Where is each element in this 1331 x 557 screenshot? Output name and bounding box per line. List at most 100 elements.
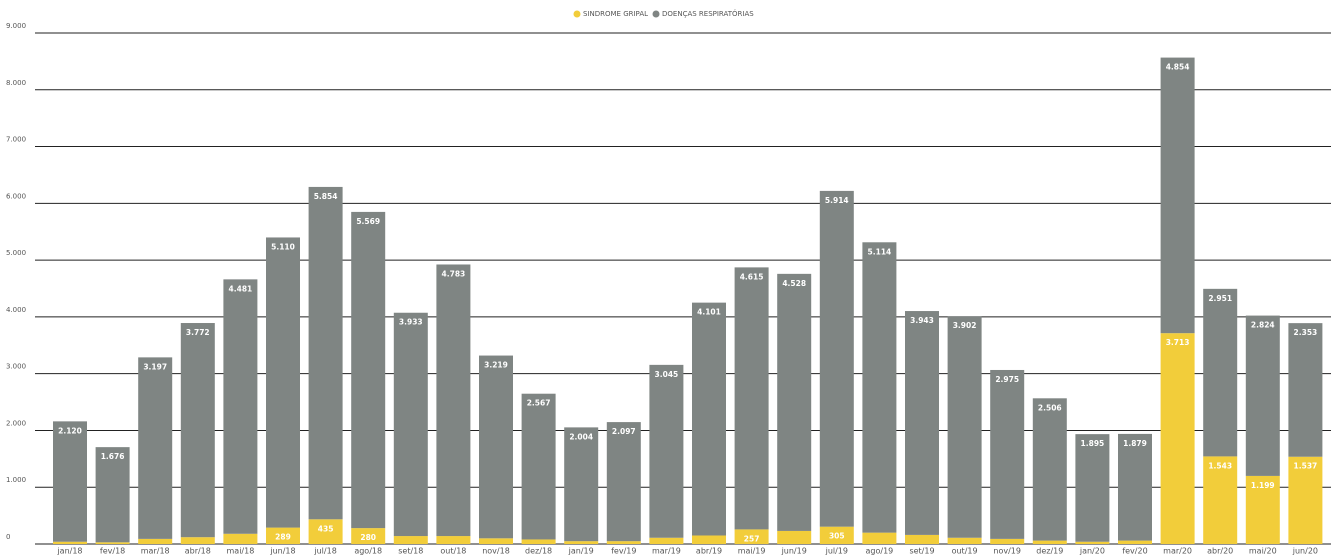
data-label: 289 — [275, 533, 291, 542]
data-label: 2.567 — [527, 399, 551, 408]
bar-segment — [223, 279, 258, 534]
x-tick-label: jun/20 — [1292, 547, 1318, 556]
data-label: 5.569 — [356, 217, 380, 226]
bar-segment — [308, 519, 343, 544]
bar-segment — [351, 211, 386, 529]
x-tick-label: abr/19 — [696, 547, 722, 556]
data-label: 2.097 — [612, 427, 636, 436]
bar-segment — [1160, 57, 1195, 334]
data-label: 2.004 — [569, 432, 593, 441]
data-label: 2.506 — [1038, 403, 1062, 412]
data-label: 4.481 — [229, 284, 253, 293]
x-tick-label: nov/19 — [993, 547, 1021, 556]
data-label: 1.676 — [101, 452, 125, 461]
x-tick-label: nov/18 — [482, 547, 510, 556]
x-tick-label: mar/20 — [1163, 547, 1192, 556]
bar-segment — [436, 264, 471, 537]
x-tick-label: out/18 — [440, 547, 466, 556]
x-tick-label: jul/18 — [313, 547, 336, 556]
data-label: 2.975 — [995, 375, 1019, 384]
x-tick-label: dez/18 — [525, 547, 552, 556]
x-tick-label: jun/19 — [781, 547, 807, 556]
x-tick-label: mai/18 — [227, 547, 255, 556]
data-label: 5.114 — [868, 247, 892, 256]
bar-segment — [777, 273, 812, 531]
bar-segment — [266, 527, 300, 544]
data-label: 3.772 — [186, 328, 210, 337]
legend-label: SINDROME GRIPAL — [583, 10, 648, 18]
bar-segment — [351, 528, 386, 544]
y-tick-label: 4.000 — [6, 306, 26, 314]
bar-segment — [734, 267, 769, 530]
bar-segment — [1160, 333, 1195, 544]
bar-segment — [1032, 540, 1067, 544]
bar-segment — [862, 242, 897, 533]
data-label: 1.199 — [1251, 481, 1275, 490]
data-label: 3.933 — [399, 318, 423, 327]
x-tick-label: mar/18 — [141, 547, 170, 556]
bar-segment — [606, 541, 641, 544]
bar-segment — [947, 316, 982, 538]
x-tick-label: fev/18 — [100, 547, 125, 556]
y-tick-label: 0 — [6, 533, 10, 541]
bar-segment — [223, 533, 258, 544]
bar-segment — [521, 393, 556, 540]
x-tick-label: mar/19 — [652, 547, 681, 556]
legend-swatch — [652, 10, 660, 18]
data-label: 1.895 — [1081, 439, 1105, 448]
bar-segment — [521, 539, 556, 544]
data-label: 2.951 — [1208, 294, 1232, 303]
bar-segment — [1203, 288, 1238, 457]
data-label: 5.914 — [825, 196, 849, 205]
y-tick-label: 2.000 — [6, 419, 26, 427]
bar-segment — [692, 302, 726, 536]
x-tick-label: ago/18 — [354, 547, 382, 556]
y-tick-label: 8.000 — [6, 79, 26, 87]
bar-segment — [1118, 540, 1152, 544]
bar-segment — [180, 323, 215, 538]
x-tick-label: jan/19 — [568, 547, 594, 556]
x-tick-label: fev/19 — [611, 547, 636, 556]
bar-segment — [436, 536, 471, 544]
data-label: 4.615 — [740, 272, 764, 281]
bar-segment — [1288, 456, 1323, 544]
bar-segment — [905, 534, 939, 544]
data-label: 280 — [360, 533, 376, 542]
data-label: 2.353 — [1294, 328, 1318, 337]
bar-segment — [777, 530, 812, 544]
data-label: 3.943 — [910, 316, 934, 325]
bar-segment — [564, 427, 599, 542]
bar-segment — [649, 537, 684, 544]
y-tick-label: 9.000 — [6, 22, 26, 30]
data-label: 435 — [318, 524, 334, 533]
bar-segment — [1288, 323, 1323, 457]
y-tick-label: 1.000 — [6, 476, 26, 484]
legend-swatch — [573, 10, 581, 18]
bar-segment — [393, 312, 428, 537]
bar-segment — [138, 357, 173, 539]
data-label: 5.110 — [271, 242, 295, 251]
bar-segment — [266, 237, 300, 528]
data-label: 305 — [829, 532, 845, 541]
bar-segment — [819, 526, 854, 544]
y-tick-label: 6.000 — [6, 192, 26, 200]
data-label: 3.197 — [143, 362, 167, 371]
data-label: 4.101 — [697, 308, 721, 317]
bar-segment — [1032, 398, 1067, 541]
bar-segment — [1245, 315, 1280, 476]
x-tick-label: abr/20 — [1207, 547, 1233, 556]
bar-segment — [947, 537, 982, 544]
bar-segment — [564, 541, 599, 544]
bar-segment — [53, 421, 87, 542]
y-tick-label: 3.000 — [6, 363, 26, 371]
bar-segment — [905, 311, 939, 535]
bar-segment — [1245, 475, 1280, 544]
data-label: 4.783 — [442, 269, 466, 278]
bar-segment — [393, 536, 428, 544]
data-label: 1.543 — [1208, 461, 1232, 470]
data-label: 5.854 — [314, 192, 338, 201]
bar-segment — [479, 355, 513, 539]
y-tick-label: 7.000 — [6, 136, 26, 144]
data-label: 2.120 — [58, 426, 82, 435]
bar-segment — [692, 535, 726, 544]
